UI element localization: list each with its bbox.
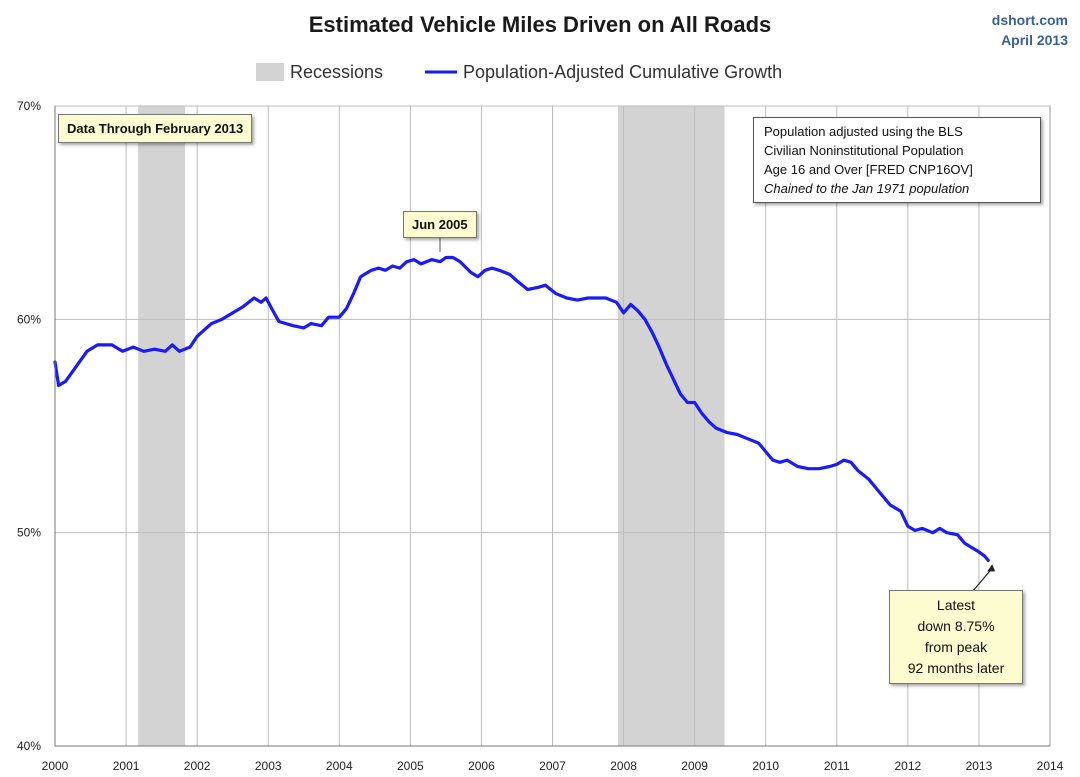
y-tick-label-2: 60% [17, 312, 41, 326]
x-tick-label-2005: 2005 [397, 759, 424, 773]
data-through-note: Data Through February 2013 [58, 114, 253, 143]
series-layer [53, 255, 990, 562]
credit-block: dshort.com April 2013 [992, 10, 1068, 50]
latest-note: Latest down 8.75% from peak 92 months la… [889, 590, 1023, 684]
x-tick-label-2008: 2008 [610, 759, 637, 773]
method-line-4: Chained to the Jan 1971 population [764, 181, 970, 196]
x-tick-label-2007: 2007 [539, 759, 566, 773]
recession-bands [138, 106, 725, 746]
peak-label: Jun 2005 [403, 211, 477, 238]
latest-arrowhead [987, 564, 996, 572]
x-tick-label-2003: 2003 [255, 759, 282, 773]
method-note: Population adjusted using the BLS Civili… [753, 117, 1041, 203]
latest-line-1: Latest [936, 597, 976, 613]
x-tick-label-2006: 2006 [468, 759, 495, 773]
x-tick-label-2013: 2013 [966, 759, 993, 773]
x-tick-label-2012: 2012 [895, 759, 922, 773]
method-line-2: Civilian Noninstitutional Population [764, 143, 964, 158]
x-tick-label-2009: 2009 [681, 759, 708, 773]
y-tick-label-3: 70% [17, 99, 41, 113]
latest-line-2: down 8.75% [917, 618, 995, 634]
x-tick-label-2011: 2011 [824, 759, 850, 773]
x-tick-label-2002: 2002 [184, 759, 211, 773]
legend-recession-swatch [256, 63, 284, 81]
latest-line-3: from peak [924, 639, 988, 655]
x-tick-label-2000: 2000 [42, 759, 69, 773]
latest-pointer [971, 568, 993, 593]
x-tick-label-2014: 2014 [1037, 759, 1064, 773]
recession-band-1 [138, 106, 186, 746]
legend-recession-label: Recessions [290, 62, 383, 82]
x-tick-label-2010: 2010 [752, 759, 779, 773]
credit-date: April 2013 [1001, 32, 1068, 48]
chart-title: Estimated Vehicle Miles Driven on All Ro… [308, 12, 772, 37]
y-tick-label-0: 40% [17, 739, 41, 753]
callout-pointers [439, 238, 996, 593]
series-line-1 [53, 255, 990, 562]
x-tick-label-2004: 2004 [326, 759, 353, 773]
legend-series-label: Population-Adjusted Cumulative Growth [463, 62, 782, 82]
credit-site: dshort.com [991, 12, 1068, 28]
recession-band-2 [617, 106, 725, 746]
x-tick-label-2001: 2001 [113, 759, 140, 773]
y-tick-label-1: 50% [17, 526, 41, 540]
latest-line-4: 92 months later [907, 660, 1005, 676]
method-line-3: Age 16 and Over [FRED CNP16OV] [764, 162, 973, 177]
axis-layer: 2000 2001 2002 2003 2004 2005 2006 2007 2008 2009… [17, 99, 1064, 773]
method-line-1: Population adjusted using the BLS [764, 124, 963, 139]
legend: Recessions Population-Adjusted Cumulativ… [256, 62, 782, 82]
